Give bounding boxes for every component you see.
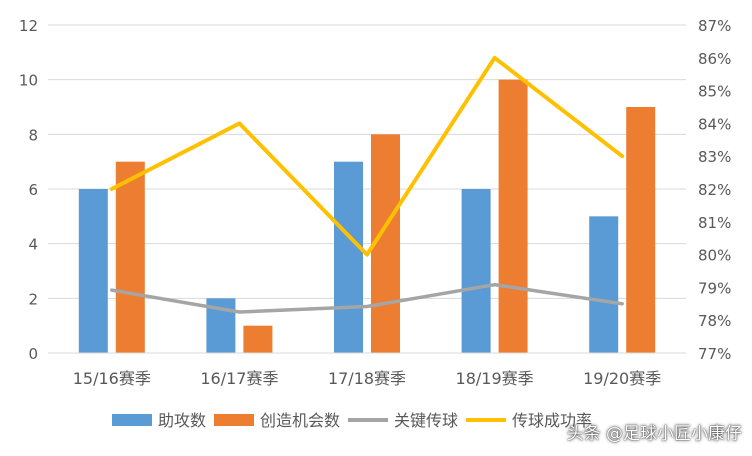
bar-chances: [498, 79, 528, 354]
bar-chances: [243, 325, 273, 353]
y-right-tick-label: 84%: [698, 115, 731, 133]
y-left-tick-label: 10: [19, 72, 38, 90]
bar-chances: [626, 107, 656, 353]
y-left-tick-label: 0: [28, 345, 38, 363]
bar-assists: [334, 161, 363, 353]
y-left-tick-label: 8: [28, 126, 38, 144]
x-tick-label: 16/17赛季: [200, 369, 278, 388]
watermark: 头条 @足球小匠小康仔: [566, 424, 742, 444]
bar-assists: [78, 189, 108, 353]
y-right-tick-label: 81%: [698, 214, 731, 232]
y-left-tick-label: 6: [28, 181, 38, 199]
y-right-tick-label: 85%: [698, 83, 731, 101]
x-tick-label: 19/20赛季: [583, 369, 661, 388]
y-left-tick-label: 12: [19, 17, 38, 35]
line-pass-success-rate: [109, 55, 625, 257]
y-left-tick-label: 2: [28, 290, 38, 308]
y-right-tick-label: 77%: [698, 345, 731, 363]
y-right-tick-label: 82%: [698, 181, 731, 199]
legend-swatch: [112, 414, 152, 426]
y-right-tick-label: 87%: [698, 17, 731, 35]
x-tick-label: 15/16赛季: [73, 369, 151, 388]
legend-label: 传球成功率: [512, 411, 592, 430]
y-right-tick-label: 78%: [698, 312, 731, 330]
y-left-tick-label: 4: [28, 236, 38, 254]
y-right-tick-label: 83%: [698, 148, 731, 166]
bar-assists: [461, 189, 491, 353]
legend-label: 助攻数: [158, 411, 206, 430]
x-tick-label: 17/18赛季: [328, 369, 406, 388]
legend-label: 关键传球: [394, 411, 458, 430]
bar-chances: [115, 161, 145, 353]
bar-assists: [589, 216, 619, 353]
y-right-tick-label: 86%: [698, 50, 731, 68]
x-tick-label: 18/19赛季: [456, 369, 534, 388]
legend-swatch: [214, 414, 254, 426]
y-right-tick-label: 79%: [698, 279, 731, 297]
y-right-tick-label: 80%: [698, 247, 731, 265]
line-key-passes: [110, 282, 624, 314]
legend-label: 创造机会数: [260, 411, 340, 430]
